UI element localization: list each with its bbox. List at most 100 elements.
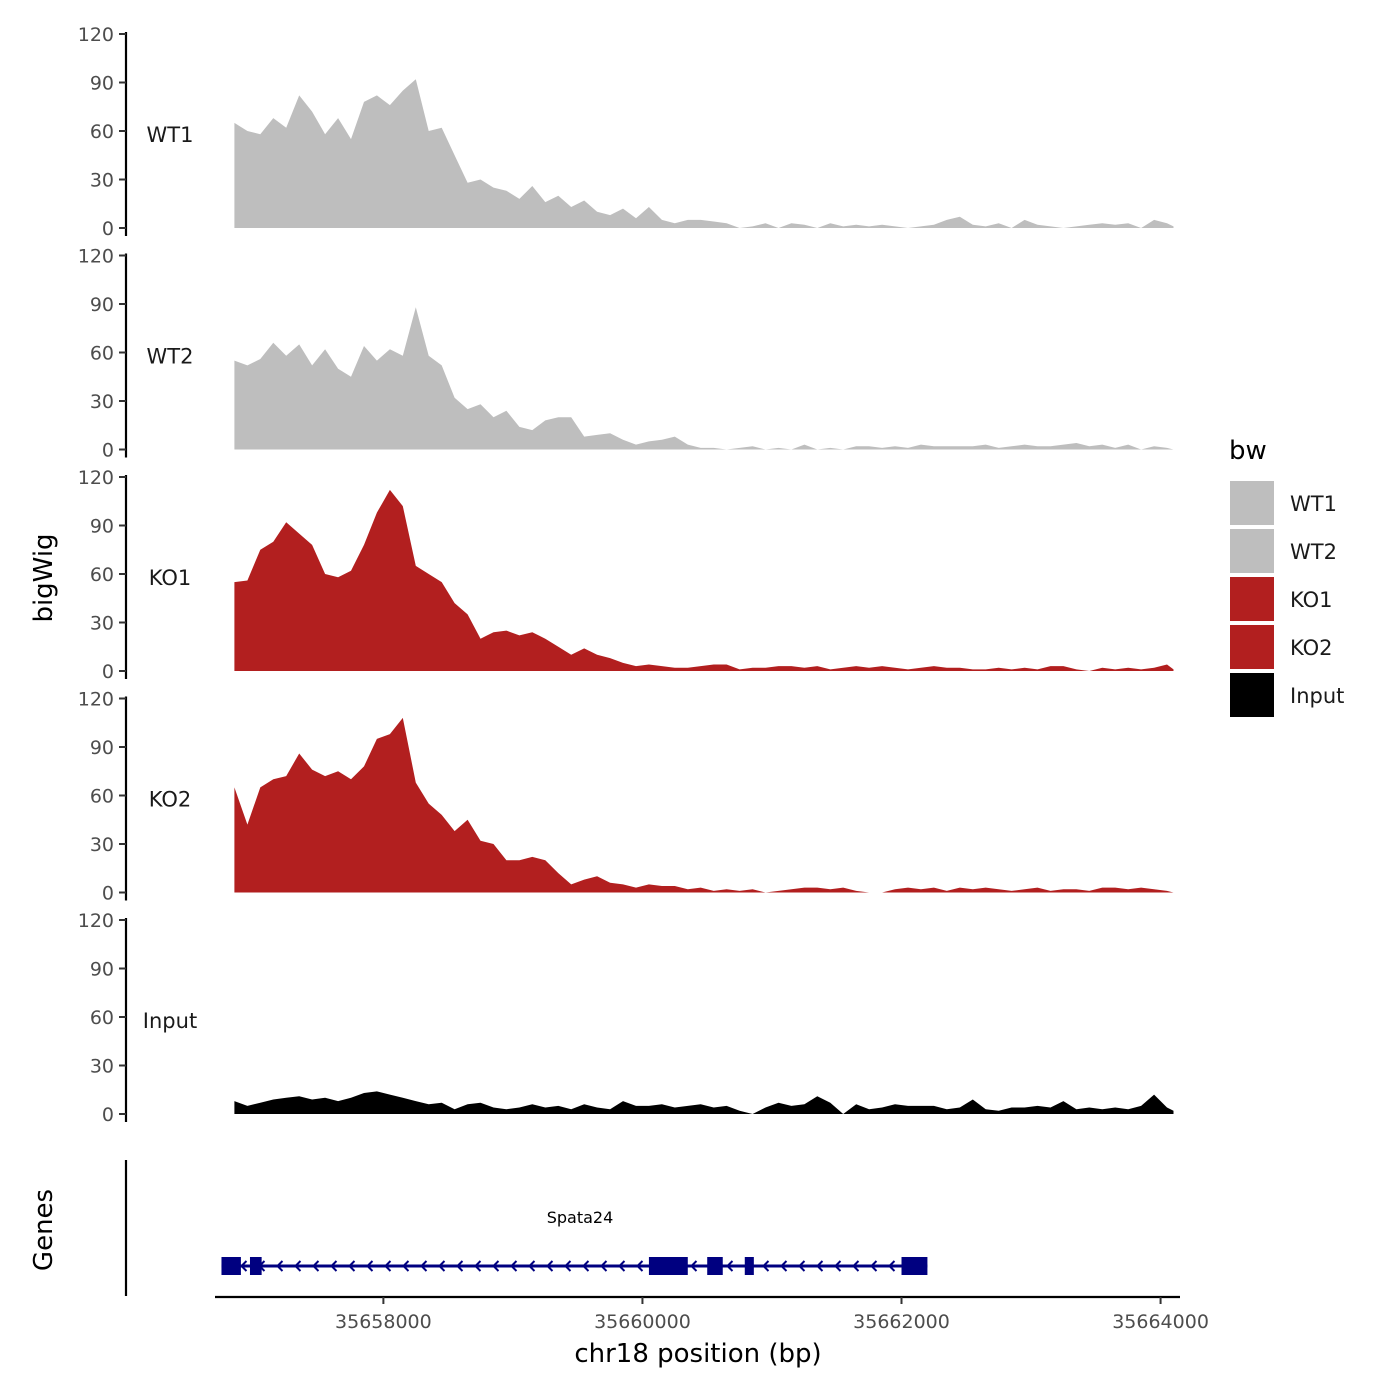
strand-arrow [726, 1260, 734, 1272]
y-tick-label: 30 [90, 613, 114, 635]
x-tick-label: 35664000 [1112, 1311, 1209, 1333]
strand-arrow [528, 1260, 536, 1272]
y-tick-label: 120 [78, 467, 114, 489]
y-tick-label: 90 [90, 516, 114, 538]
legend-swatch-ko2 [1228, 623, 1276, 671]
y-tick-label: 30 [90, 391, 114, 413]
x-tick-label: 35662000 [853, 1311, 950, 1333]
y-tick-label: 120 [78, 910, 114, 932]
x-tick-label: 35658000 [335, 1311, 432, 1333]
legend-swatch-input [1228, 671, 1276, 719]
legend-label-input: Input [1290, 684, 1344, 708]
y-tick-label: 90 [90, 294, 114, 316]
strand-arrow [456, 1260, 464, 1272]
y-tick-label: 0 [102, 440, 114, 462]
strand-arrow [438, 1260, 446, 1272]
strand-arrow [510, 1260, 518, 1272]
x-axis: 35658000 35660000 35662000 35664000 [215, 1295, 1209, 1333]
genes-panel-title: Genes [29, 1189, 59, 1271]
strand-arrow [240, 1260, 248, 1272]
coverage-area-wt2 [234, 307, 1174, 450]
legend-swatch-wt2 [1228, 527, 1276, 575]
track-input: 0 30 60 90 120 Input [78, 910, 1174, 1126]
track-ko1: 0 30 60 90 120 KO1 [78, 467, 1174, 683]
track-label: KO2 [149, 788, 192, 812]
coverage-area-ko1 [234, 489, 1174, 671]
gene-exon [901, 1257, 928, 1275]
y-tick-label: 0 [102, 883, 114, 905]
legend-swatch-ko1 [1228, 575, 1276, 623]
coverage-area-ko2 [234, 717, 1174, 893]
strand-arrow [474, 1260, 482, 1272]
strand-arrow [420, 1260, 428, 1272]
strand-arrow [564, 1260, 572, 1272]
strand-arrow [492, 1260, 500, 1272]
y-tick-label: 60 [90, 564, 114, 586]
gene-exon [648, 1257, 688, 1275]
y-tick-label: 30 [90, 1056, 114, 1078]
y-tick-label: 120 [78, 246, 114, 268]
y-tick-label: 0 [102, 661, 114, 683]
legend-label-wt2: WT2 [1290, 540, 1337, 564]
gene-name-label: Spata24 [547, 1208, 614, 1227]
track-label: WT1 [147, 123, 194, 147]
strand-arrow [780, 1260, 788, 1272]
y-tick-label: 0 [102, 218, 114, 240]
track-ko2: 0 30 60 90 120 KO2 [78, 689, 1174, 905]
track-label: KO1 [149, 566, 192, 590]
strand-arrow [690, 1260, 698, 1272]
coverage-area-wt1 [234, 79, 1174, 228]
strand-arrow [636, 1260, 644, 1272]
y-tick-label: 60 [90, 121, 114, 143]
y-tick-label: 90 [90, 73, 114, 95]
track-label: Input [143, 1009, 197, 1033]
strand-arrow [546, 1260, 554, 1272]
strand-arrow [312, 1260, 320, 1272]
gene-panel: Spata24 [124, 1160, 928, 1296]
legend-label-ko2: KO2 [1290, 636, 1333, 660]
strand-arrow [276, 1260, 284, 1272]
y-tick-label: 90 [90, 737, 114, 759]
legend-label-ko1: KO1 [1290, 588, 1333, 612]
legend-title: bw [1229, 436, 1267, 466]
y-tick-label: 60 [90, 786, 114, 808]
strand-arrow [816, 1260, 824, 1272]
gene-exon [221, 1257, 241, 1275]
strand-arrow [348, 1260, 356, 1272]
strand-arrow [366, 1260, 374, 1272]
coverage-area-input [234, 1091, 1174, 1114]
strand-arrow [888, 1260, 896, 1272]
gene-exon [707, 1257, 723, 1275]
legend-label-wt1: WT1 [1290, 492, 1337, 516]
strand-arrow [834, 1260, 842, 1272]
strand-arrow [330, 1260, 338, 1272]
y-tick-label: 60 [90, 1007, 114, 1029]
strand-arrow [618, 1260, 626, 1272]
strand-arrow [852, 1260, 860, 1272]
bigwig-tracks: 0306090120WT10306090120WT20306090120KO10… [78, 24, 1174, 1126]
strand-arrow [762, 1260, 770, 1272]
x-axis-title: chr18 position (bp) [574, 1339, 821, 1369]
y-axis-title: bigWig [29, 533, 59, 622]
legend: bw WT1 WT2 KO1 KO2 Input [1228, 436, 1344, 719]
y-tick-label: 90 [90, 959, 114, 981]
legend-swatch-wt1 [1228, 479, 1276, 527]
track-wt2: 0 30 60 90 120 WT2 [78, 246, 1174, 462]
strand-arrow [870, 1260, 878, 1272]
y-tick-label: 30 [90, 170, 114, 192]
strand-arrow [294, 1260, 302, 1272]
y-tick-label: 120 [78, 689, 114, 711]
y-tick-label: 120 [78, 24, 114, 46]
x-tick-label: 35660000 [594, 1311, 691, 1333]
gene-exon [744, 1257, 754, 1275]
gene-exon [249, 1257, 262, 1275]
strand-arrow [402, 1260, 410, 1272]
strand-arrow [582, 1260, 590, 1272]
y-tick-label: 0 [102, 1104, 114, 1126]
y-tick-label: 60 [90, 343, 114, 365]
y-tick-label: 30 [90, 834, 114, 856]
strand-arrow [600, 1260, 608, 1272]
track-wt1: 0 30 60 90 120 WT1 [78, 24, 1174, 240]
track-label: WT2 [147, 345, 194, 369]
